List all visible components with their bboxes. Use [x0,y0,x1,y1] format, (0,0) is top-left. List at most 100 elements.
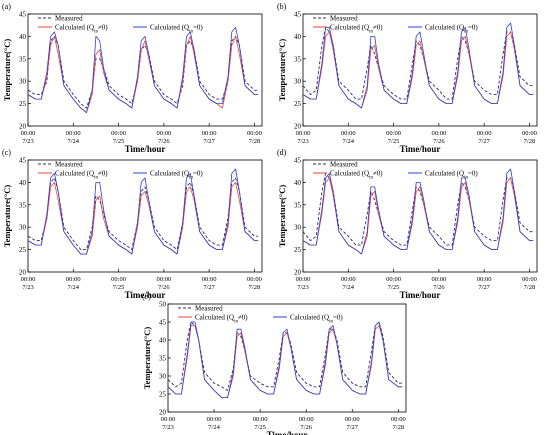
calc-zero-text: Calculated (Qin=0) [425,24,478,35]
x-tick-label-date: 7/23 [162,424,174,431]
series-line-measured [303,172,534,246]
y-tick-label: 25 [294,100,302,108]
x-tick-label-date: 7/24 [68,138,80,145]
x-tick-label-time: 00:00 [161,416,176,423]
calc-nonzero-text: Calculated (Qin≠0) [195,314,248,325]
x-tick-label-time: 00:00 [341,130,356,137]
y-tick-label: 30 [19,78,27,86]
legend-label-measured: Measured [330,161,358,169]
plot-frame [302,159,538,273]
calc-zero-text: Calculated (Qin=0) [150,24,203,35]
x-tick-label-date: 7/27 [478,284,490,291]
y-tick-label: 25 [19,100,27,108]
series-line-calc-zero [303,22,534,109]
x-tick-label-date: 7/26 [300,424,312,431]
y-tick-label: 45 [294,157,302,165]
series-line-calc-zero [168,321,403,399]
x-tick-label-time: 00:00 [296,130,311,137]
x-tick-label-date: 7/24 [208,424,220,431]
y-tick-label: 35 [294,201,302,209]
x-tick-label-date: 7/25 [113,138,125,145]
x-tick-label-time: 00:00 [111,130,126,137]
x-tick-label-time: 00:00 [341,276,356,283]
series-line-calc-zero [303,168,534,255]
series-line-calc-zero [28,26,259,113]
panel-label: (e) [142,292,151,301]
y-tick-label: 20 [19,269,27,277]
y-tick-label: 35 [159,355,167,363]
x-tick-label-date: 7/28 [393,424,405,431]
x-tick-label-date: 7/27 [478,138,490,145]
chart-panel-d: (d)20253035404500:007/2300:007/2400:007/… [277,148,538,300]
x-tick-label-time: 00:00 [386,276,401,283]
y-tick-label: 30 [294,78,302,86]
series-line-measured [303,26,534,100]
y-tick-label: 25 [19,246,27,254]
x-tick-label-time: 00:00 [21,276,36,283]
y-tick-label: 20 [294,123,302,131]
x-tick-label-date: 7/28 [524,284,536,291]
x-tick-label-date: 7/25 [388,284,400,291]
x-tick-label-time: 00:00 [431,130,446,137]
x-tick-label-time: 00:00 [253,416,268,423]
x-tick-label-time: 00:00 [66,130,81,137]
x-tick-label-time: 00:00 [156,130,171,137]
x-tick-label-date: 7/23 [297,138,309,145]
y-tick-label: 35 [19,55,27,63]
x-tick-label-time: 00:00 [111,276,126,283]
x-tick-label-date: 7/25 [388,138,400,145]
x-axis-label: Time/hour [400,290,441,300]
calc-zero-text: Calculated (Qin=0) [150,170,203,181]
x-tick-label-time: 00:00 [391,416,406,423]
calc-zero-text: Calculated (Qin=0) [290,314,343,325]
y-axis-label: Temperature(°C) [142,327,152,390]
chart-panel-e: (e)2025303540455000:007/2300:007/2400:00… [142,292,407,435]
chart-panel-c: (c)20253035404500:007/2300:007/2400:007/… [2,148,263,300]
y-tick-label: 30 [294,224,302,232]
x-tick-label-time: 00:00 [477,276,492,283]
x-tick-label-time: 00:00 [156,276,171,283]
y-tick-label: 40 [294,179,302,187]
y-axis-label: Temperature(°C) [277,185,287,248]
panel-label: (c) [2,148,11,157]
y-tick-label: 25 [159,391,167,399]
x-axis-label: Time/hour [400,144,441,154]
calc-nonzero-text: Calculated (Qin≠0) [55,24,108,35]
legend-label-measured: Measured [55,15,83,23]
y-tick-label: 40 [19,33,27,41]
chart-panel-a: (a)20253035404500:007/2300:007/2400:007/… [2,2,263,154]
x-tick-label-date: 7/28 [249,284,261,291]
y-tick-label: 35 [19,201,27,209]
y-tick-label: 30 [19,224,27,232]
y-tick-label: 45 [159,319,167,327]
x-tick-label-date: 7/27 [346,424,358,431]
legend-label-measured: Measured [55,161,83,169]
x-tick-label-time: 00:00 [247,276,262,283]
x-tick-label-time: 00:00 [345,416,360,423]
x-axis-label: Time/hour [125,144,166,154]
legend-label-measured: Measured [330,15,358,23]
panel-label: (d) [277,148,287,157]
x-tick-label-date: 7/26 [158,284,170,291]
x-tick-label-time: 00:00 [522,276,537,283]
calc-zero-text: Calculated (Qin=0) [425,170,478,181]
calc-nonzero-text: Calculated (Qin≠0) [330,24,383,35]
chart-panel-b: (b)20253035404500:007/2300:007/2400:007/… [277,2,538,154]
x-tick-label-time: 00:00 [66,276,81,283]
y-tick-label: 50 [159,301,167,309]
y-tick-label: 20 [19,123,27,131]
x-tick-label-date: 7/23 [22,284,34,291]
y-tick-label: 40 [159,337,167,345]
x-tick-label-date: 7/27 [203,138,215,145]
y-axis-label: Temperature(°C) [2,39,12,102]
y-tick-label: 45 [19,11,27,19]
x-tick-label-time: 00:00 [21,130,36,137]
y-tick-label: 25 [294,246,302,254]
x-tick-label-date: 7/26 [433,284,445,291]
